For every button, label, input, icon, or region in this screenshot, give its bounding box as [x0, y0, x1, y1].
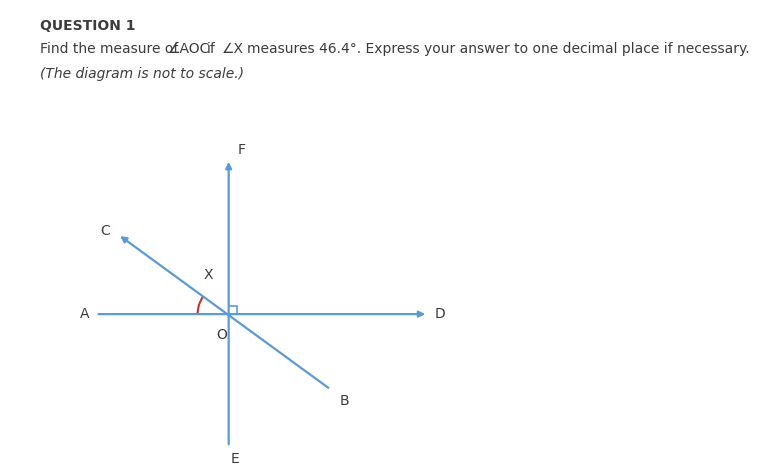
Text: X: X [204, 268, 213, 282]
Text: if: if [207, 42, 216, 56]
Text: QUESTION 1: QUESTION 1 [40, 19, 135, 33]
Text: F: F [237, 143, 246, 157]
Text: (The diagram is not to scale.): (The diagram is not to scale.) [40, 67, 244, 81]
Text: B: B [339, 394, 349, 408]
Text: E: E [231, 452, 240, 465]
Text: Find the measure of: Find the measure of [40, 42, 178, 56]
Text: O: O [217, 328, 228, 342]
Text: A: A [80, 307, 89, 321]
Text: C: C [100, 224, 110, 238]
Text: ∠AOC: ∠AOC [168, 42, 210, 56]
Text: ∠X: ∠X [222, 42, 244, 56]
Text: measures 46.4°. Express your answer to one decimal place if necessary.: measures 46.4°. Express your answer to o… [247, 42, 750, 56]
Text: D: D [435, 307, 445, 321]
